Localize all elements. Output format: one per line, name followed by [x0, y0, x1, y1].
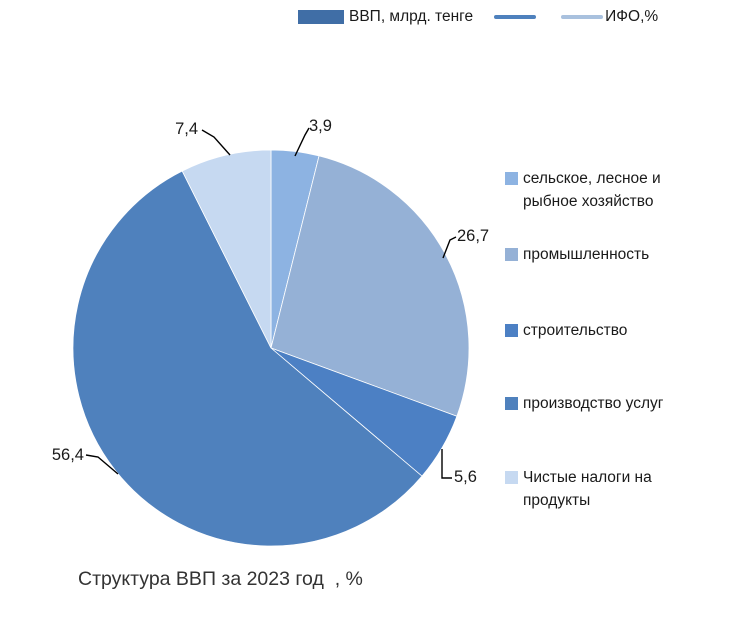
slice-value-label-2: 5,6 — [454, 468, 477, 486]
legend-item-0: сельское, лесное и рыбное хозяйство — [505, 167, 701, 213]
legend-line-marker-icon — [494, 15, 537, 19]
slice-value-label-4: 7,4 — [175, 120, 198, 138]
legend-swatch-icon — [505, 248, 518, 261]
chart-title: Структура ВВП за 2023 год , % — [78, 568, 363, 590]
pie-slice-3 — [72, 170, 423, 547]
legend-bar-swatch-icon — [298, 10, 344, 24]
legend-swatch-icon — [505, 397, 518, 410]
legend-line-marker-light-icon — [561, 15, 604, 19]
leader-line-3 — [85, 454, 119, 475]
leader-line-2 — [441, 449, 452, 479]
top-legend: ВВП, млрд. тенге ИФО,% — [298, 8, 658, 26]
leader-line-1 — [442, 236, 457, 259]
pie-slice-4 — [181, 149, 272, 349]
legend-item-2: строительство — [505, 319, 627, 342]
pie-slice-1 — [270, 155, 470, 417]
legend-swatch-icon — [505, 172, 518, 185]
legend-swatch-icon — [505, 324, 518, 337]
legend-swatch-icon — [505, 471, 518, 484]
leader-line-4 — [201, 129, 231, 156]
legend-item-1: промышленность — [505, 243, 649, 266]
legend-label-gdp: ВВП, млрд. тенге — [349, 8, 474, 25]
legend-item-label: сельское, лесное и рыбное хозяйство — [523, 170, 661, 210]
legend-item-label: промышленность — [523, 246, 650, 263]
slice-value-label-0: 3,9 — [309, 117, 332, 135]
leader-line-0 — [294, 127, 310, 157]
legend-item-label: строительство — [523, 322, 628, 339]
legend-item-4: Чистые налоги на продукты — [505, 466, 701, 512]
slice-value-label-1: 26,7 — [457, 227, 489, 245]
legend-label-ifo: ИФО,% — [605, 8, 659, 25]
legend-item-label: Чистые налоги на продукты — [523, 469, 652, 509]
legend-item-label: производство услуг — [523, 395, 664, 412]
slice-value-label-3: 56,4 — [52, 446, 84, 464]
legend-item-3: производство услуг — [505, 392, 663, 415]
